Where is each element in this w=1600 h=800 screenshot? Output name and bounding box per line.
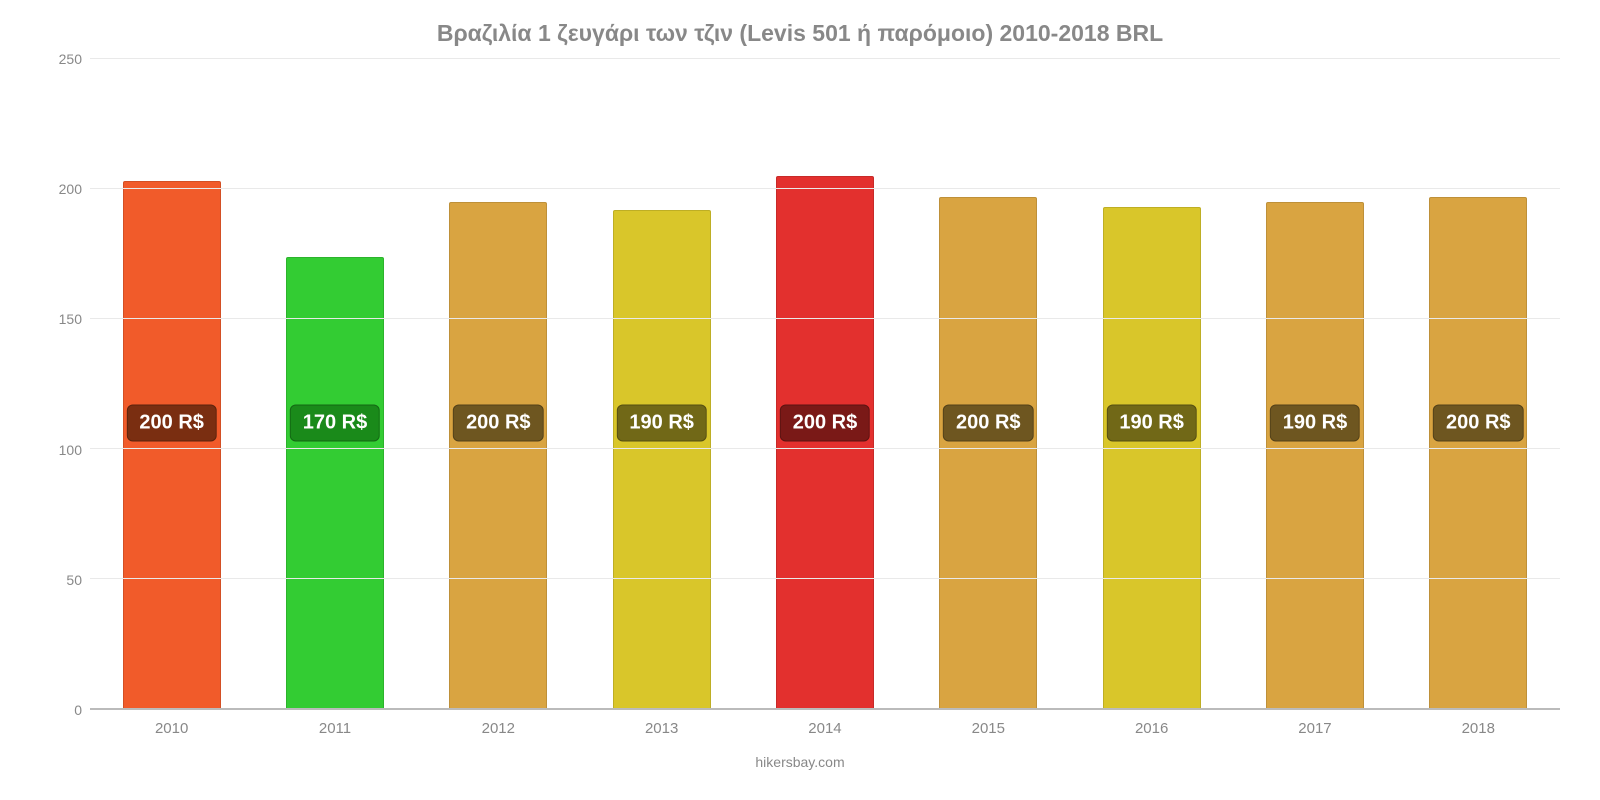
gridline [90, 578, 1560, 579]
bar-slot: 200 R$ [1397, 59, 1560, 709]
bar: 200 R$ [939, 197, 1037, 709]
bar-slot: 200 R$ [417, 59, 580, 709]
bar-value-label: 200 R$ [126, 405, 217, 442]
x-tick-label: 2018 [1397, 710, 1560, 750]
x-tick-label: 2013 [580, 710, 743, 750]
bar-value-label: 200 R$ [943, 405, 1034, 442]
x-tick-label: 2015 [907, 710, 1070, 750]
gridline [90, 188, 1560, 189]
y-tick-label: 250 [59, 51, 82, 67]
x-tick-label: 2011 [253, 710, 416, 750]
bar-value-label: 190 R$ [1106, 405, 1197, 442]
bar-value-label: 190 R$ [1270, 405, 1361, 442]
gridline [90, 708, 1560, 709]
y-tick-label: 200 [59, 181, 82, 197]
x-tick-label: 2014 [743, 710, 906, 750]
x-tick-label: 2016 [1070, 710, 1233, 750]
y-tick-label: 50 [66, 572, 82, 588]
x-tick-label: 2010 [90, 710, 253, 750]
bar-slot: 190 R$ [1070, 59, 1233, 709]
bar: 200 R$ [449, 202, 547, 709]
bar: 190 R$ [1266, 202, 1364, 709]
bar: 200 R$ [1429, 197, 1527, 709]
bar: 170 R$ [286, 257, 384, 709]
gridline [90, 448, 1560, 449]
bar-slot: 190 R$ [1233, 59, 1396, 709]
bar-value-label: 200 R$ [1433, 405, 1524, 442]
bar-slot: 200 R$ [90, 59, 253, 709]
bar: 190 R$ [613, 210, 711, 709]
bar-value-label: 170 R$ [290, 405, 381, 442]
chart-container: Βραζιλία 1 ζευγάρι των τζιν (Levis 501 ή… [0, 0, 1600, 800]
bar: 190 R$ [1103, 207, 1201, 709]
bar-slot: 200 R$ [743, 59, 906, 709]
x-tick-label: 2017 [1233, 710, 1396, 750]
bar: 200 R$ [776, 176, 874, 709]
y-tick-label: 100 [59, 442, 82, 458]
plot-area: 200 R$ 170 R$ 200 R$ 190 R$ 200 R$ 200 R$ 190 … [90, 59, 1560, 710]
y-tick-label: 0 [74, 702, 82, 718]
gridline [90, 318, 1560, 319]
x-tick-label: 2012 [417, 710, 580, 750]
bar: 200 R$ [123, 181, 221, 709]
chart-title: Βραζιλία 1 ζευγάρι των τζιν (Levis 501 ή… [40, 20, 1560, 47]
gridline [90, 58, 1560, 59]
bar-value-label: 200 R$ [780, 405, 871, 442]
bar-slot: 200 R$ [907, 59, 1070, 709]
bars-layer: 200 R$ 170 R$ 200 R$ 190 R$ 200 R$ 200 R$ 190 … [90, 59, 1560, 709]
y-axis: 050100150200250 [40, 59, 90, 710]
chart-credit: hikersbay.com [40, 754, 1560, 770]
bar-slot: 190 R$ [580, 59, 743, 709]
bar-value-label: 190 R$ [616, 405, 707, 442]
bar-slot: 170 R$ [253, 59, 416, 709]
y-tick-label: 150 [59, 311, 82, 327]
x-axis: 201020112012201320142015201620172018 [90, 710, 1560, 750]
plot-row: 050100150200250 200 R$170 R$200 R$190 R$… [40, 59, 1560, 710]
bar-value-label: 200 R$ [453, 405, 544, 442]
